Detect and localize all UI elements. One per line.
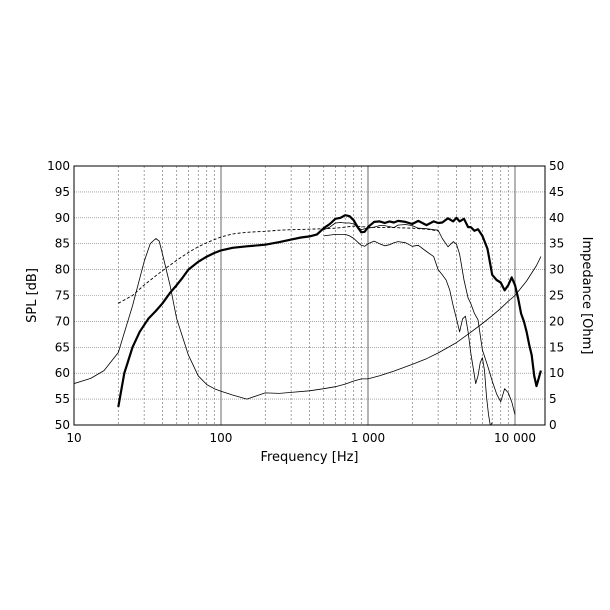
y-tick-label: 75: [55, 289, 70, 303]
y-tick-label: 55: [55, 392, 70, 406]
x-tick-label: 10: [66, 431, 81, 445]
plot-frame: [73, 165, 546, 426]
y2-tick-label: 10: [549, 366, 564, 380]
tick-labels: 10 100 1 000 10 000 50 55 60 65 70 75 80 85 90 95 100 0…: [47, 159, 564, 445]
y-tick-label: 85: [55, 237, 70, 251]
y-tick-label: 65: [55, 340, 70, 354]
y-tick-label: 95: [55, 185, 70, 199]
y2-tick-label: 40: [549, 211, 564, 225]
y2-axis-label: Impedance [Ohm]: [579, 237, 594, 355]
y2-tick-label: 25: [549, 289, 564, 303]
y-tick-label: 100: [47, 159, 70, 173]
spl-curve-dashed: [118, 225, 439, 304]
x-tick-label: 1 000: [351, 431, 385, 445]
spl-curve-thin: [323, 233, 493, 425]
y2-tick-label: 5: [549, 392, 557, 406]
grid: [73, 165, 545, 426]
curves: [74, 214, 542, 425]
impedance-curve: [74, 238, 542, 400]
spl-curve-thin: [323, 222, 516, 415]
y2-tick-label: 45: [549, 185, 564, 199]
y-tick-label: 90: [55, 211, 70, 225]
x-tick-label: 10 000: [494, 431, 536, 445]
y2-tick-label: 15: [549, 340, 564, 354]
x-tick-label: 100: [210, 431, 233, 445]
y2-tick-label: 35: [549, 237, 564, 251]
y2-tick-label: 20: [549, 314, 564, 328]
y-tick-label: 70: [55, 314, 70, 328]
y2-tick-label: 50: [549, 159, 564, 173]
y-axis-label: SPL [dB]: [25, 268, 40, 323]
spl-curve-thick: [117, 214, 542, 408]
y-tick-label: 50: [55, 418, 70, 432]
y2-tick-label: 0: [549, 418, 557, 432]
y-tick-label: 80: [55, 263, 70, 277]
y-tick-label: 60: [55, 366, 70, 380]
y2-tick-label: 30: [549, 263, 564, 277]
x-axis-label: Frequency [Hz]: [260, 450, 358, 465]
